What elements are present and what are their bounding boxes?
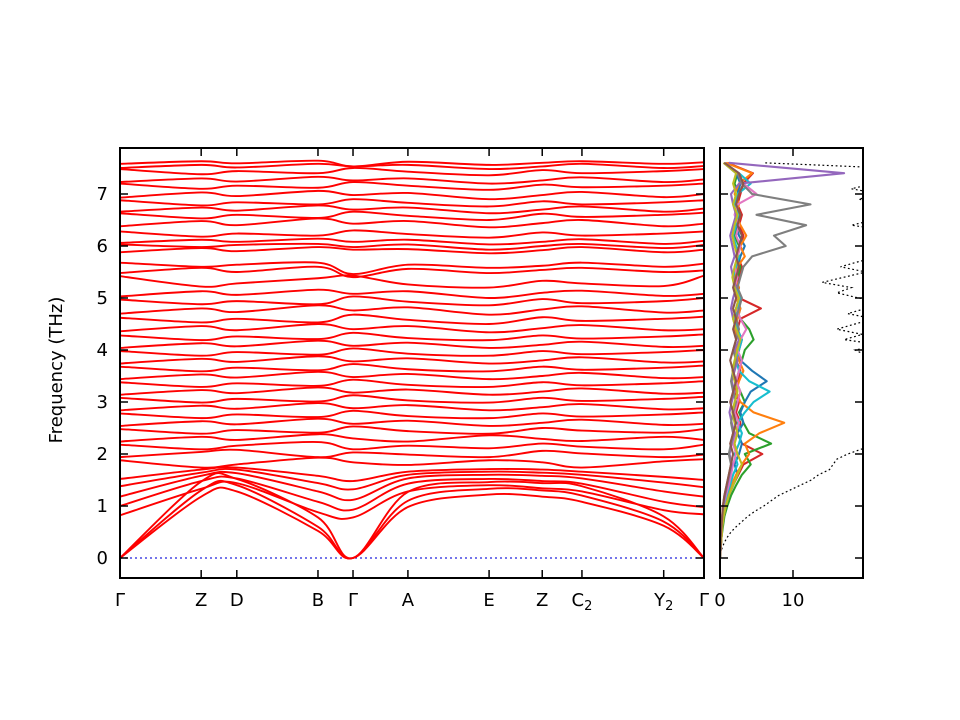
dos-panel-spine [719, 147, 864, 579]
band-line [120, 181, 704, 191]
band-line [120, 246, 704, 255]
band-line [120, 217, 704, 229]
band-line [120, 433, 704, 443]
band-line [120, 229, 704, 239]
ytick-label-1: 1 [97, 496, 108, 517]
band-line [120, 394, 704, 404]
kpoint-label-8: C2 [572, 590, 593, 614]
ytick-label-6: 6 [97, 236, 108, 257]
ytick-label-5: 5 [97, 288, 108, 309]
band-panel [120, 159, 704, 560]
kpoint-label-5: A [402, 590, 415, 611]
band-line [120, 339, 704, 349]
band-line [120, 448, 704, 459]
band-line [120, 261, 704, 276]
band-line [120, 331, 704, 342]
band-line [120, 370, 704, 381]
band-line [120, 323, 704, 334]
kpoint-label-6: E [483, 590, 494, 611]
band-line [120, 237, 704, 246]
band-line [120, 313, 704, 325]
band-line [120, 480, 704, 560]
ytick-label-0: 0 [97, 548, 108, 569]
band-line [120, 409, 704, 420]
band-line [120, 355, 704, 365]
band-line [120, 198, 704, 208]
ytick-label-3: 3 [97, 392, 108, 413]
band-line [120, 162, 704, 170]
dos-xtick-label-10: 10 [782, 590, 805, 611]
kpoint-label-2: D [230, 590, 244, 611]
band-line [120, 295, 704, 307]
kpoint-label-3: B [312, 590, 324, 611]
band-line [120, 304, 704, 316]
dos-xtick-label-0: 0 [714, 590, 725, 611]
kpoint-label-0: Γ [115, 590, 125, 611]
dos-panel [720, 161, 863, 559]
band-line [120, 204, 704, 215]
band-line [120, 242, 704, 251]
pdos-10-line [720, 161, 745, 559]
kpoint-label-9: Y2 [653, 590, 673, 614]
band-line [120, 486, 704, 560]
band-line [120, 472, 704, 560]
band-line [120, 363, 704, 373]
band-line [120, 288, 704, 299]
band-line [120, 480, 704, 520]
band-line [120, 417, 704, 427]
band-line [120, 159, 704, 168]
band-line [120, 475, 704, 512]
frequency-axis-label: Frequency (THz) [46, 297, 67, 444]
band-line [120, 402, 704, 412]
band-line [120, 210, 704, 221]
band-line [120, 425, 704, 435]
ytick-label-4: 4 [97, 340, 108, 361]
kpoint-label-7: Z [536, 590, 548, 611]
band-line [120, 441, 704, 451]
band-line [120, 274, 704, 289]
ytick-label-2: 2 [97, 444, 108, 465]
band-line [120, 265, 704, 279]
band-line [120, 468, 704, 491]
band-line [120, 175, 704, 185]
band-line [120, 167, 704, 177]
pdos-9-line [720, 161, 743, 559]
band-line [120, 378, 704, 388]
band-line [120, 189, 704, 201]
band-line [120, 470, 704, 502]
kpoint-label-1: Z [195, 590, 207, 611]
kpoint-label-10: Γ [699, 590, 709, 611]
band-panel-spine [119, 147, 705, 579]
ytick-label-7: 7 [97, 184, 108, 205]
band-line [120, 456, 704, 469]
band-line [120, 347, 704, 357]
kpoint-label-4: Γ [348, 590, 358, 611]
band-line [120, 386, 704, 396]
